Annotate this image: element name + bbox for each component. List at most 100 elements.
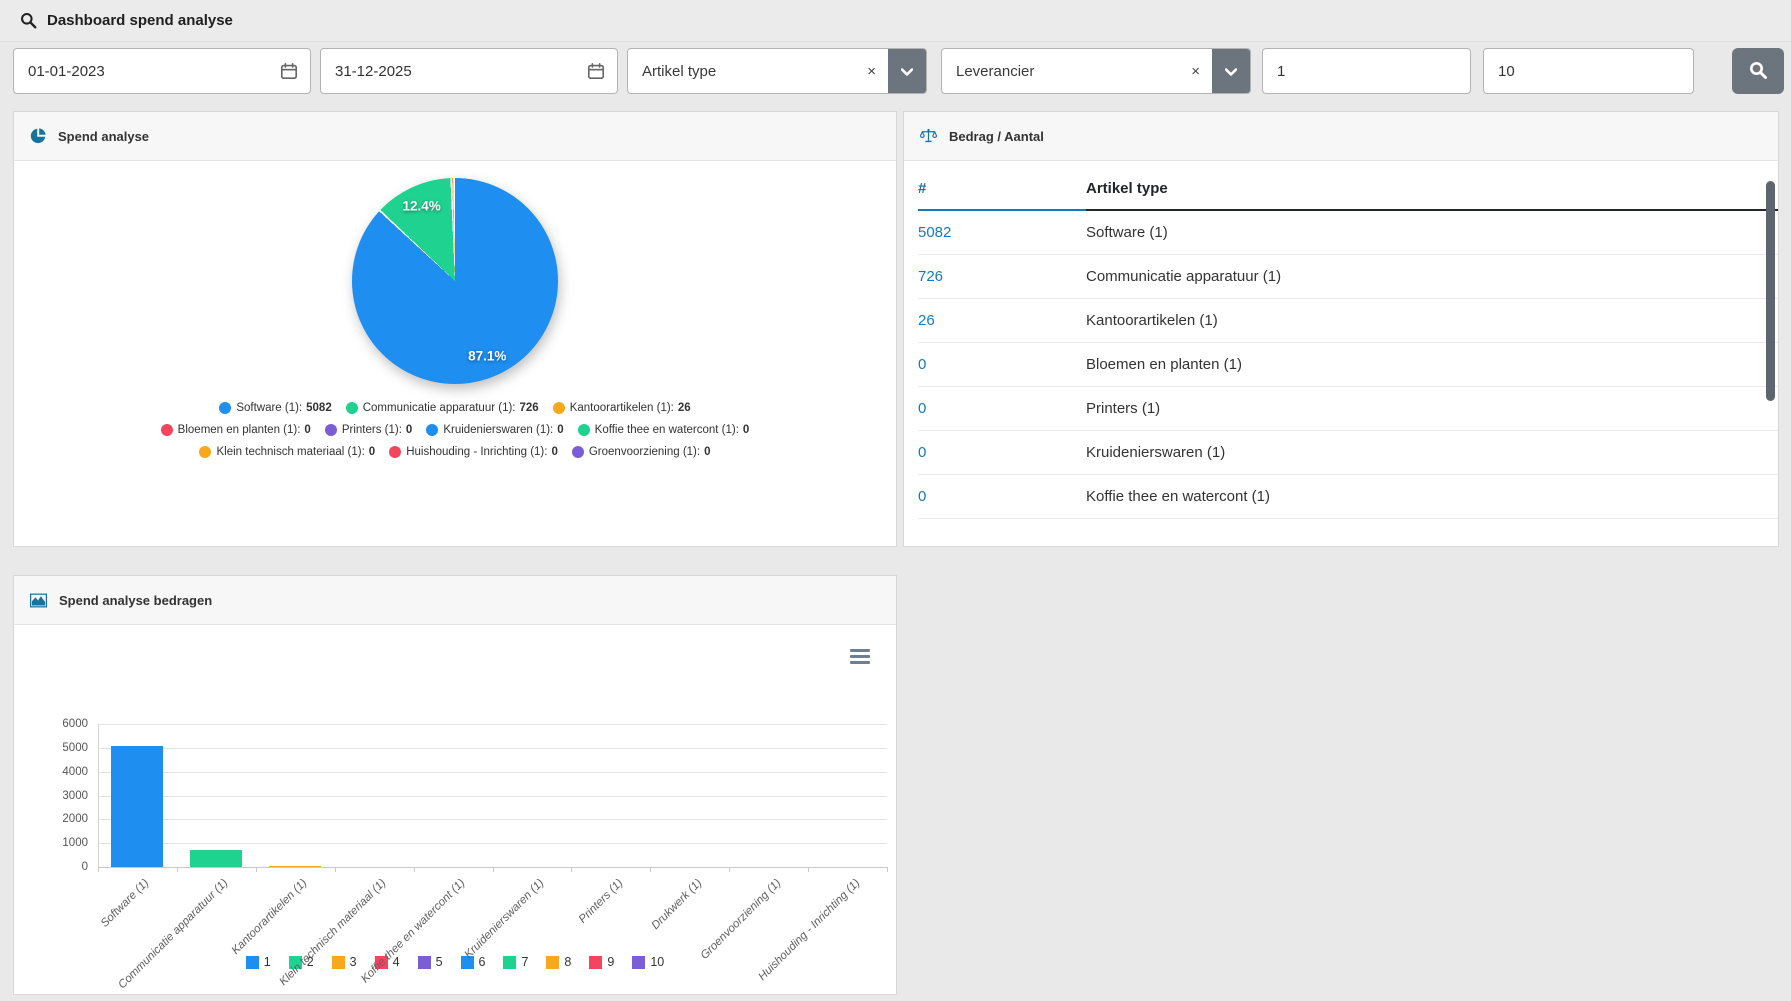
table-row: 26 Kantoorartikelen (1) [918, 298, 1778, 343]
x-axis-tick [176, 867, 178, 872]
legend-dot-icon [552, 402, 565, 414]
bar-legend-item[interactable]: 1 [245, 955, 271, 969]
bar-legend-item[interactable]: 2 [288, 955, 314, 969]
dropdown-button[interactable] [1212, 49, 1250, 93]
bar-chart-legend: 1 2 3 4 5 6 7 8 9 10 [14, 955, 896, 969]
y-axis-tick-label: 0 [81, 861, 88, 873]
spend-analyse-panel: Spend analyse 87.1% 12.4% Software (1): 5… [13, 111, 897, 547]
column-header-count[interactable]: # [918, 161, 1086, 211]
count-link[interactable]: 5082 [918, 224, 952, 241]
pie-legend-item[interactable]: Klein technisch materiaal (1): 0 [199, 446, 375, 458]
x-axis-tick [887, 867, 888, 872]
pie-legend-item[interactable]: Communicatie apparatuur (1): 726 [345, 402, 539, 414]
bedrag-aantal-panel: Bedrag / Aantal # Artikel type 5082 Softw… [903, 111, 1779, 547]
legend-square-icon [503, 955, 517, 969]
x-axis-tick [255, 867, 257, 872]
legend-dot-icon [345, 402, 358, 414]
pie-legend-item[interactable]: Koffie thee en watercont (1): 0 [577, 424, 749, 436]
table-row: 0 Bloemen en planten (1) [918, 342, 1778, 387]
legend-dot-icon [577, 424, 590, 436]
gridline [98, 795, 887, 797]
calendar-icon[interactable] [280, 62, 298, 80]
legend-square-icon [288, 955, 302, 969]
bar-legend-item[interactable]: 3 [331, 955, 357, 969]
y-axis-tick-label: 5000 [62, 741, 88, 754]
panel-title: Spend analyse bedragen [59, 592, 213, 608]
artikel-type-cell: Communicatie apparatuur (1) [1086, 254, 1778, 299]
x-axis-tick [492, 867, 494, 872]
artikel-type-cell: Printers (1) [1086, 386, 1778, 431]
search-button[interactable] [1732, 48, 1784, 94]
clear-icon[interactable]: × [867, 62, 876, 80]
min-value: 1 [1277, 62, 1286, 80]
bar[interactable] [269, 865, 322, 867]
table-scrollbar-thumb[interactable] [1766, 181, 1775, 401]
artikel-type-cell: Koffie thee en watercont (1) [1086, 474, 1778, 519]
count-link[interactable]: 0 [918, 400, 927, 417]
legend-dot-icon [219, 402, 232, 414]
bar[interactable] [190, 849, 243, 867]
leverancier-value: Leverancier [956, 62, 1035, 80]
pie-chart-icon [30, 128, 46, 144]
pie-graphic[interactable] [352, 178, 558, 384]
max-value-input[interactable]: 10 [1483, 48, 1694, 94]
legend-dot-icon [571, 446, 584, 458]
date-to-field[interactable]: 31-12-2025 [320, 48, 618, 94]
legend-square-icon [632, 955, 646, 969]
x-axis-tick [571, 867, 573, 872]
gridline [98, 724, 887, 725]
date-from-field[interactable]: 01-01-2023 [13, 48, 311, 94]
bar-legend-item[interactable]: 8 [546, 955, 571, 969]
count-link[interactable]: 26 [918, 312, 935, 329]
legend-dot-icon [324, 424, 337, 436]
count-link[interactable]: 0 [918, 444, 927, 461]
bar-legend-item[interactable]: 10 [632, 955, 664, 969]
pie-legend-item[interactable]: Software (1): 5082 [219, 402, 332, 414]
table-row: 726 Communicatie apparatuur (1) [918, 254, 1778, 299]
leverancier-select[interactable]: Leverancier × [941, 48, 1251, 94]
legend-square-icon [331, 955, 345, 969]
pie-slice-label: 12.4% [402, 198, 441, 214]
bar-legend-item[interactable]: 6 [460, 955, 485, 969]
pie-legend-item[interactable]: Kantoorartikelen (1): 26 [552, 402, 691, 414]
dropdown-button[interactable] [888, 49, 926, 93]
pie-legend-item[interactable]: Groenvoorziening (1): 0 [571, 446, 711, 458]
artikel-type-cell: Bloemen en planten (1) [1086, 342, 1778, 387]
count-link[interactable]: 0 [918, 356, 927, 373]
legend-square-icon [245, 955, 259, 969]
hamburger-menu-icon[interactable] [850, 649, 870, 664]
min-value-input[interactable]: 1 [1262, 48, 1471, 94]
y-axis-tick-label: 2000 [62, 813, 88, 826]
calendar-icon[interactable] [587, 62, 605, 80]
bar-legend-item[interactable]: 7 [503, 955, 528, 969]
artikel-type-value: Artikel type [642, 62, 717, 80]
page-title: Dashboard spend analyse [47, 12, 233, 29]
bar[interactable] [111, 745, 164, 867]
artikel-type-select[interactable]: Artikel type × [627, 48, 927, 94]
bar-legend-item[interactable]: 4 [374, 955, 400, 969]
pie-legend-item[interactable]: Printers (1): 0 [324, 424, 412, 436]
table-row: 0 Koffie thee en watercont (1) [918, 474, 1778, 519]
legend-dot-icon [389, 446, 402, 458]
x-axis-tick [413, 867, 415, 872]
panel-header: Spend analyse [14, 112, 896, 161]
date-to-value: 31-12-2025 [335, 62, 412, 80]
artikel-type-cell: Kruidenierswaren (1) [1086, 430, 1778, 475]
pie-legend-item[interactable]: Bloemen en planten (1): 0 [160, 424, 311, 436]
count-link[interactable]: 0 [918, 488, 927, 505]
gridline [98, 819, 887, 821]
spend-analyse-bedragen-panel: Spend analyse bedragen 1 2 3 4 5 6 7 8 9 10 0 1000… [13, 575, 897, 995]
column-header-artikel-type[interactable]: Artikel type [1086, 161, 1778, 211]
pie-legend-item[interactable]: Kruidenierswaren (1): 0 [426, 424, 564, 436]
pie-legend-item[interactable]: Huishouding - Inrichting (1): 0 [389, 446, 558, 458]
pie-chart[interactable]: 87.1% 12.4% [352, 178, 558, 384]
legend-square-icon [460, 955, 474, 969]
bar-legend-item[interactable]: 9 [589, 955, 614, 969]
count-link[interactable]: 726 [918, 268, 944, 285]
legend-dot-icon [199, 446, 212, 458]
bar-legend-item[interactable]: 5 [417, 955, 443, 969]
clear-icon[interactable]: × [1191, 62, 1200, 80]
bar-chart: 1 2 3 4 5 6 7 8 9 10 0 1000 2000 3000 4000 5000 6000 Sof… [14, 625, 896, 997]
artikel-type-cell: Software (1) [1086, 210, 1778, 255]
y-axis-tick-label: 6000 [62, 718, 88, 730]
